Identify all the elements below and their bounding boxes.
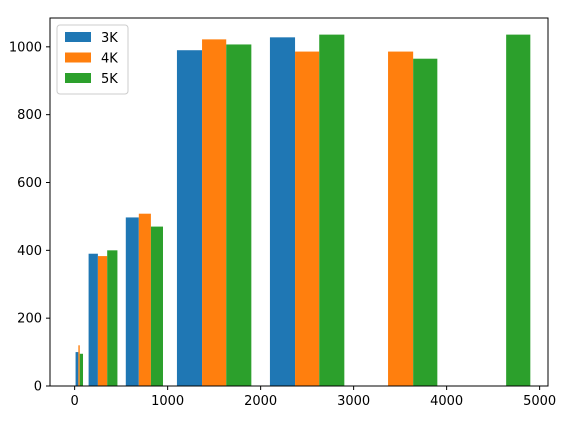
x-tick-label: 0 [71, 394, 79, 409]
axes-layer: 0 1000 2000 3000 4000 5000 0 200 400 600 800 1000 [9, 17, 556, 409]
x-tick-label: 1000 [151, 394, 184, 409]
legend-swatch-4k [65, 52, 91, 63]
bars-layer [75, 34, 531, 387]
bar-5k-2 [150, 226, 163, 386]
legend-label-3k: 3K [101, 31, 118, 46]
bar-3k-2 [125, 217, 139, 386]
bar-3k-0 [75, 352, 79, 386]
bar-5k-0 [79, 353, 84, 386]
bar-4k-4 [295, 51, 320, 386]
legend-swatch-5k [65, 73, 91, 83]
bar-4k-1 [97, 256, 108, 386]
y-tick-label: 800 [17, 108, 42, 123]
bar-4k-5 [388, 51, 414, 386]
bar-5k-1 [107, 250, 118, 386]
bar-3k-3 [176, 50, 203, 387]
y-tick-label: 400 [17, 244, 42, 259]
bar-5k-4 [319, 34, 345, 386]
legend-swatch-3k [65, 32, 91, 42]
y-tick-label: 1000 [9, 40, 42, 55]
y-tick-label: 200 [17, 312, 42, 327]
bar-4k-3 [202, 39, 227, 387]
y-tick-label: 600 [17, 176, 42, 191]
y-tick-label: 0 [34, 380, 42, 395]
x-tick-label: 3000 [337, 394, 370, 409]
x-tick-label: 4000 [430, 394, 463, 409]
x-tick-label: 5000 [523, 394, 556, 409]
bar-4k-2 [138, 213, 151, 386]
plot-frame [49, 17, 549, 387]
x-tick-label: 2000 [244, 394, 277, 409]
bar-5k-5 [413, 58, 438, 386]
bar-5k-3 [226, 44, 252, 387]
bar-5k-6 [506, 34, 531, 386]
bar-4k-0 [78, 345, 80, 386]
legend-label-4k: 4K [101, 52, 118, 67]
legend-label-5k: 5K [101, 72, 118, 87]
legend: 3K 4K 5K [56, 24, 129, 95]
bar-3k-4 [269, 37, 296, 387]
bar-3k-1 [88, 253, 98, 386]
